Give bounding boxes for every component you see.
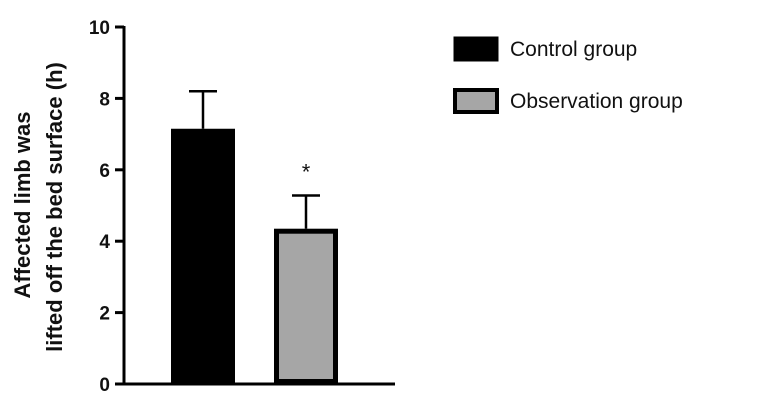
legend-swatch-observation bbox=[453, 88, 499, 114]
annotations: * bbox=[302, 160, 311, 185]
y-axis: 0 2 4 6 8 10 bbox=[89, 18, 126, 396]
legend-label-control: Control group bbox=[510, 38, 637, 61]
y-axis-title-line-2: lifted off the bed surface (h) bbox=[42, 62, 67, 352]
y-tick-label-8: 8 bbox=[99, 89, 110, 110]
y-axis-title: Affected limb was lifted off the bed sur… bbox=[10, 62, 67, 352]
y-tick-label-4: 4 bbox=[99, 232, 110, 253]
y-axis-title-line-1: Affected limb was bbox=[10, 111, 35, 298]
bars bbox=[171, 128, 338, 384]
legend-label-observation: Observation group bbox=[510, 90, 683, 113]
legend: Control group Observation group bbox=[453, 36, 683, 114]
bar-control bbox=[171, 128, 235, 384]
bar-observation bbox=[274, 228, 338, 384]
y-tick-label-0: 0 bbox=[99, 375, 110, 396]
y-tick-label-10: 10 bbox=[89, 18, 110, 39]
y-tick-label-6: 6 bbox=[99, 161, 110, 182]
significance-asterisk: * bbox=[302, 160, 311, 185]
error-bars bbox=[189, 90, 320, 229]
legend-swatch-control bbox=[453, 36, 499, 62]
y-tick-label-2: 2 bbox=[99, 304, 110, 325]
